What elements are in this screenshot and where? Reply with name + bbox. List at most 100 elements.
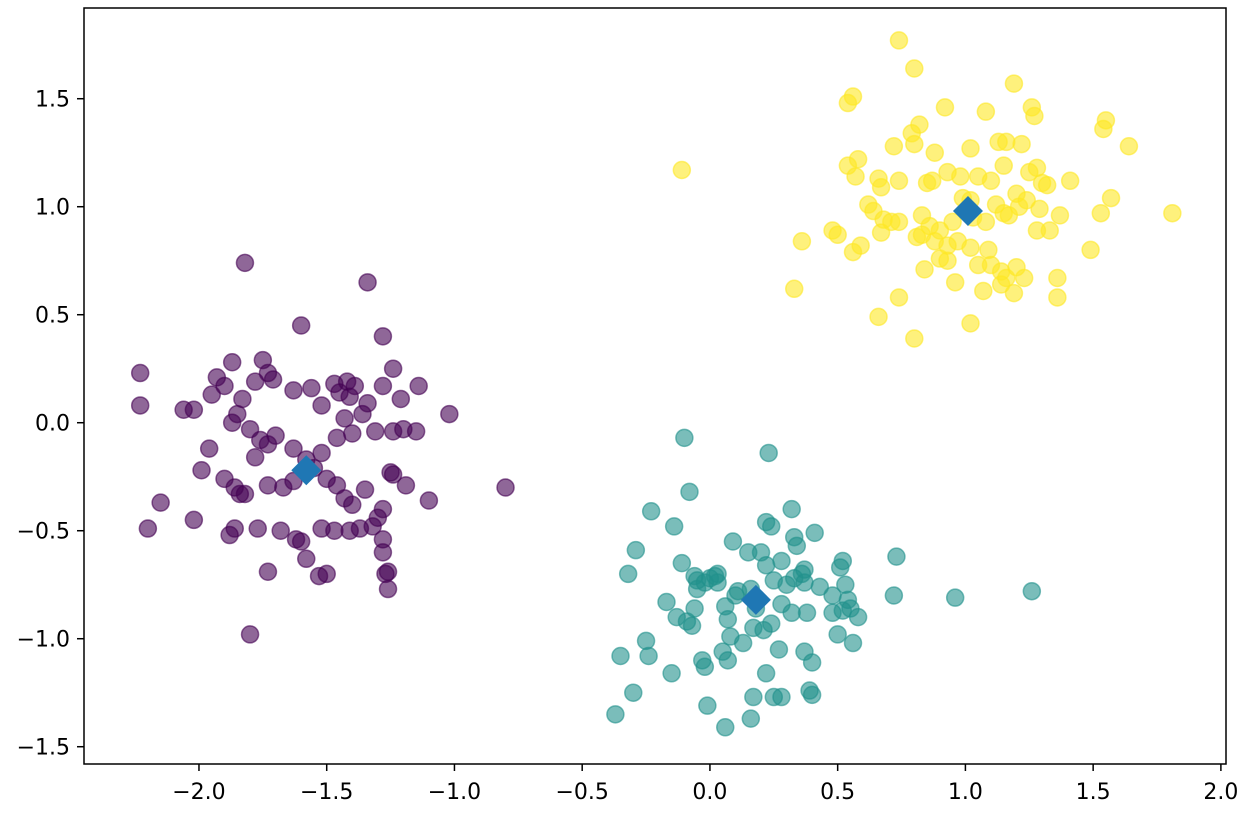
cluster-0-point: [263, 370, 283, 389]
x-tick-label: −0.5: [555, 780, 608, 805]
cluster-0-point: [396, 476, 416, 495]
cluster-2-point: [905, 329, 924, 348]
y-tick-label: 1.0: [35, 196, 70, 221]
cluster-0-point: [248, 519, 267, 538]
x-tick-label: 1.0: [948, 780, 983, 805]
cluster-1-point: [843, 633, 863, 653]
cluster-2-point: [871, 223, 891, 242]
cluster-1-point: [672, 553, 692, 573]
cluster-1-point: [708, 573, 727, 592]
x-tick-label: −1.5: [300, 780, 353, 805]
cluster-0-point: [266, 426, 285, 445]
cluster-0-point: [496, 478, 515, 497]
cluster-1-point: [802, 685, 822, 705]
cluster-2-point: [1050, 206, 1070, 225]
cluster-0-point: [199, 439, 219, 458]
cluster-1-point: [782, 499, 801, 519]
cluster-2-point: [1017, 190, 1036, 210]
y-tick-label: −1.0: [17, 628, 70, 653]
cluster-2-point: [1048, 268, 1067, 288]
cluster-1-point: [744, 618, 763, 638]
cluster-1-point: [787, 536, 807, 556]
cluster-2-point: [1119, 136, 1139, 156]
cluster-2-point: [889, 31, 909, 50]
cluster-1-point: [759, 443, 778, 463]
cluster-0-point: [297, 549, 316, 569]
cluster-0-point: [373, 327, 393, 346]
cluster-0-point: [184, 400, 204, 420]
cluster-1-point: [626, 540, 646, 560]
cluster-0-point: [391, 389, 411, 409]
cluster-2-point: [945, 273, 965, 292]
y-tick-label: 0.0: [35, 412, 70, 437]
cluster-0-point: [258, 476, 278, 495]
cluster-1-point: [744, 687, 763, 707]
x-tick-label: 2.0: [1203, 780, 1238, 805]
cluster-2-point: [1081, 240, 1100, 260]
cluster-0-point: [245, 372, 265, 391]
cluster-0-point: [325, 521, 344, 540]
cluster-0-point: [383, 465, 403, 484]
cluster-2-point: [884, 136, 904, 156]
cluster-0-point: [343, 424, 362, 443]
cluster-1-point: [718, 610, 738, 629]
cluster-2-point: [997, 132, 1016, 152]
cluster-1-point: [682, 616, 702, 636]
cluster-0-point: [373, 499, 393, 519]
cluster-2-point: [976, 212, 996, 232]
cluster-0-point: [184, 510, 204, 530]
cluster-2-point: [1014, 268, 1034, 288]
cluster-1-point: [772, 551, 791, 571]
cluster-0-point: [245, 448, 265, 467]
cluster-1-point: [945, 588, 965, 607]
cluster-2-point: [1004, 283, 1024, 303]
cluster-0-point: [406, 422, 426, 441]
cluster-0-point: [228, 404, 247, 424]
cluster-0-point: [138, 519, 158, 538]
cluster-1-point: [756, 556, 776, 575]
cluster-0-point: [373, 376, 393, 396]
cluster-0-point: [284, 471, 303, 491]
y-tick-label: −0.5: [17, 520, 70, 545]
cluster-2-point: [838, 93, 858, 113]
cluster-2-point: [851, 236, 870, 255]
cluster-0-point: [130, 396, 150, 415]
cluster-0-point: [222, 352, 242, 372]
cluster-2-point: [1012, 134, 1031, 154]
x-tick-label: 0.0: [692, 780, 727, 805]
cluster-0-point: [312, 443, 331, 463]
cluster-1-point: [828, 625, 847, 644]
cluster-0-point: [363, 517, 382, 536]
cluster-1-point: [606, 705, 625, 724]
cluster-0-point: [291, 316, 311, 335]
cluster-1-point: [624, 683, 643, 702]
cluster-0-point: [230, 484, 250, 504]
cluster-2-point: [846, 167, 865, 186]
cluster-0-point: [271, 521, 290, 540]
centroid-layer: [291, 196, 983, 615]
cluster-1-point: [611, 646, 630, 666]
cluster-0-point: [327, 428, 347, 448]
cluster-0-point: [419, 491, 439, 510]
cluster-1-point: [848, 607, 868, 627]
cluster-2-point: [1004, 74, 1024, 93]
cluster-2-point: [889, 212, 909, 232]
cluster-0-point: [353, 404, 372, 424]
cluster-2-point: [951, 167, 970, 186]
cluster-0-point: [225, 519, 244, 538]
plot-frame: [83, 7, 1227, 765]
cluster-1-point: [887, 547, 906, 566]
cluster-2-point: [1027, 221, 1047, 240]
cluster-0-point: [151, 493, 170, 512]
cluster-0-point: [202, 385, 221, 404]
cluster-1-point: [769, 640, 789, 659]
centroid-marker: [740, 584, 771, 615]
cluster-2-point: [1030, 199, 1049, 219]
cluster-0-point: [286, 530, 306, 549]
cluster-0-point: [335, 409, 354, 428]
cluster-0-point: [258, 562, 278, 582]
series-layer: [130, 31, 1182, 737]
cluster-1-point: [618, 564, 638, 584]
cluster-2-point: [1091, 203, 1111, 223]
